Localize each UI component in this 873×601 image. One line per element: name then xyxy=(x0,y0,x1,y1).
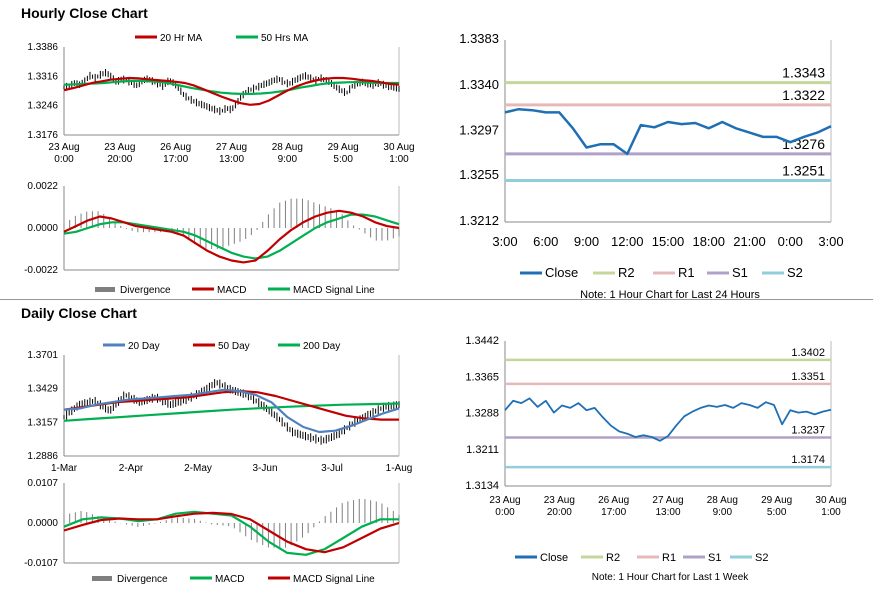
legend-daily-week-close: Close xyxy=(540,552,568,564)
hourly-24h-note: Note: 1 Hour Chart for Last 24 Hours xyxy=(580,289,760,301)
daily-week-x-tick: 23 Aug 20:00 xyxy=(544,495,575,518)
legend-hourly-macd: MACD xyxy=(217,285,246,296)
hourly-24h-y-tick: 1.3212 xyxy=(459,213,499,228)
hourly-section-title: Hourly Close Chart xyxy=(21,5,148,21)
hourly-24h-y-tick: 1.3383 xyxy=(459,31,499,46)
hourly-price-y-tick: 1.3316 xyxy=(27,71,58,82)
hourly-macd-line xyxy=(63,209,400,264)
daily-week-x-tick: 27 Aug 13:00 xyxy=(652,495,683,518)
legend-hourly-24h-s2: S2 xyxy=(787,265,803,280)
legend-daily-week-s2: S2 xyxy=(755,552,768,564)
hourly-macd-signal-line xyxy=(63,213,400,260)
daily-week-x-tick: 29 Aug 5:00 xyxy=(761,495,792,518)
hourly-50hrs-ma-line xyxy=(63,79,399,96)
legend-daily-divergence-swatch xyxy=(92,576,112,581)
legend-daily-week-r1: R1 xyxy=(662,552,676,564)
daily-week-y-tick: 1.3442 xyxy=(465,335,499,347)
daily-price-x-tick: 2-May xyxy=(184,463,212,474)
daily-price-x-tick: 3-Jun xyxy=(252,463,277,474)
legend-50-day: 50 Day xyxy=(218,341,250,352)
daily-level-label-r2: 1.3402 xyxy=(791,347,825,359)
legend-hourly-24h-r2: R2 xyxy=(618,265,635,280)
legend-200-day: 200 Day xyxy=(303,341,340,352)
hourly-24h-x-tick: 6:00 xyxy=(533,234,558,249)
hourly-20hr-ma-line xyxy=(63,76,400,106)
legend-daily-divergence: Divergence xyxy=(117,574,168,585)
daily-week-y-tick: 1.3211 xyxy=(466,444,499,456)
hourly-24h-x-tick: 21:00 xyxy=(733,234,766,249)
daily-macd-y-tick: 0.0000 xyxy=(27,518,58,529)
legend-hourly-macd-signal: MACD Signal Line xyxy=(293,285,375,296)
daily-price-y-tick: 1.3701 xyxy=(27,350,58,361)
daily-section-title: Daily Close Chart xyxy=(21,305,137,321)
daily-price-x-tick: 3-Jul xyxy=(321,463,343,474)
daily-level-label-s1: 1.3237 xyxy=(791,425,825,437)
hourly-24h-x-tick: 3:00 xyxy=(492,234,517,249)
hourly-24h-close-line xyxy=(504,107,832,156)
daily-week-close-line xyxy=(504,397,832,442)
hourly-level-label-s2: 1.3251 xyxy=(782,162,825,178)
hourly-24h-y-tick: 1.3255 xyxy=(459,167,499,182)
hourly-level-label-r2: 1.3343 xyxy=(782,65,825,81)
daily-price-x-tick: 1-Mar xyxy=(51,463,78,474)
hourly-24h-x-tick: 9:00 xyxy=(574,234,599,249)
daily-level-label-s2: 1.3174 xyxy=(791,454,825,466)
hourly-price-x-tick: 23 Aug 20:00 xyxy=(104,142,135,165)
hourly-macd-y-tick: 0.0000 xyxy=(27,223,58,234)
legend-daily-macd: MACD xyxy=(215,574,244,585)
daily-week-x-tick: 23 Aug 0:00 xyxy=(489,495,520,518)
legend-daily-macd-signal: MACD Signal Line xyxy=(293,574,375,585)
daily-price-x-tick: 2-Apr xyxy=(119,463,144,474)
legend-hourly-divergence: Divergence xyxy=(120,285,171,296)
legend-50hrs-ma: 50 Hrs MA xyxy=(261,33,309,44)
section-divider xyxy=(0,299,873,300)
hourly-24h-x-tick: 15:00 xyxy=(652,234,685,249)
legend-20-day: 20 Day xyxy=(128,341,160,352)
legend-daily-week-r2: R2 xyxy=(606,552,620,564)
hourly-price-x-tick: 27 Aug 13:00 xyxy=(216,142,247,165)
hourly-macd-y-tick: 0.0022 xyxy=(27,181,58,192)
hourly-price-y-tick: 1.3246 xyxy=(27,101,58,112)
daily-macd-signal-line xyxy=(63,511,400,554)
daily-week-x-tick: 28 Aug 9:00 xyxy=(707,495,738,518)
hourly-price-y-tick: 1.3386 xyxy=(27,42,58,53)
daily-week-x-tick: 30 Aug 1:00 xyxy=(815,495,846,518)
hourly-24h-y-tick: 1.3340 xyxy=(459,77,499,92)
daily-macd-y-tick: 0.0107 xyxy=(27,478,58,489)
legend-20hr-ma: 20 Hr MA xyxy=(160,33,203,44)
legend-hourly-divergence-swatch xyxy=(95,287,115,292)
hourly-24h-x-tick: 12:00 xyxy=(611,234,644,249)
hourly-24h-x-tick: 18:00 xyxy=(692,234,725,249)
hourly-price-x-tick: 29 Aug 5:00 xyxy=(328,142,359,165)
hourly-price-x-tick: 23 Aug 0:00 xyxy=(48,142,79,165)
daily-price-x-tick: 1-Aug xyxy=(386,463,413,474)
hourly-24h-x-tick: 0:00 xyxy=(778,234,803,249)
daily-price-y-tick: 1.2886 xyxy=(27,451,58,462)
daily-week-y-tick: 1.3288 xyxy=(465,408,499,420)
daily-price-y-tick: 1.3157 xyxy=(27,417,58,428)
hourly-price-y-tick: 1.3176 xyxy=(27,130,58,141)
hourly-price-x-tick: 28 Aug 9:00 xyxy=(272,142,303,165)
legend-hourly-24h-close: Close xyxy=(545,265,578,280)
daily-level-label-r1: 1.3351 xyxy=(791,371,825,383)
daily-week-y-tick: 1.3365 xyxy=(465,371,499,383)
daily-macd-y-tick: -0.0107 xyxy=(24,558,58,569)
daily-price-y-tick: 1.3429 xyxy=(27,384,58,395)
hourly-macd-y-tick: -0.0022 xyxy=(24,265,58,276)
daily-200-day-line xyxy=(63,402,400,422)
legend-hourly-24h-s1: S1 xyxy=(732,265,748,280)
hourly-price-x-tick: 26 Aug 17:00 xyxy=(160,142,191,165)
legend-daily-week-s1: S1 xyxy=(708,552,721,564)
daily-week-y-tick: 1.3134 xyxy=(465,480,499,492)
hourly-level-label-r1: 1.3322 xyxy=(782,87,825,103)
hourly-24h-x-tick: 3:00 xyxy=(818,234,843,249)
daily-week-x-tick: 26 Aug 17:00 xyxy=(598,495,629,518)
daily-week-note: Note: 1 Hour Chart for Last 1 Week xyxy=(591,572,749,583)
hourly-24h-y-tick: 1.3297 xyxy=(459,123,499,138)
daily-20-day-line xyxy=(63,388,400,434)
legend-hourly-24h-r1: R1 xyxy=(678,265,695,280)
hourly-price-x-tick: 30 Aug 1:00 xyxy=(383,142,414,165)
